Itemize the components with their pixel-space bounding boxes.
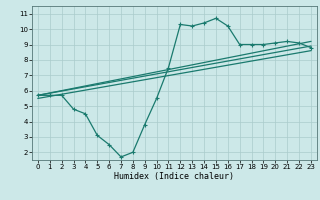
X-axis label: Humidex (Indice chaleur): Humidex (Indice chaleur) bbox=[115, 172, 234, 181]
